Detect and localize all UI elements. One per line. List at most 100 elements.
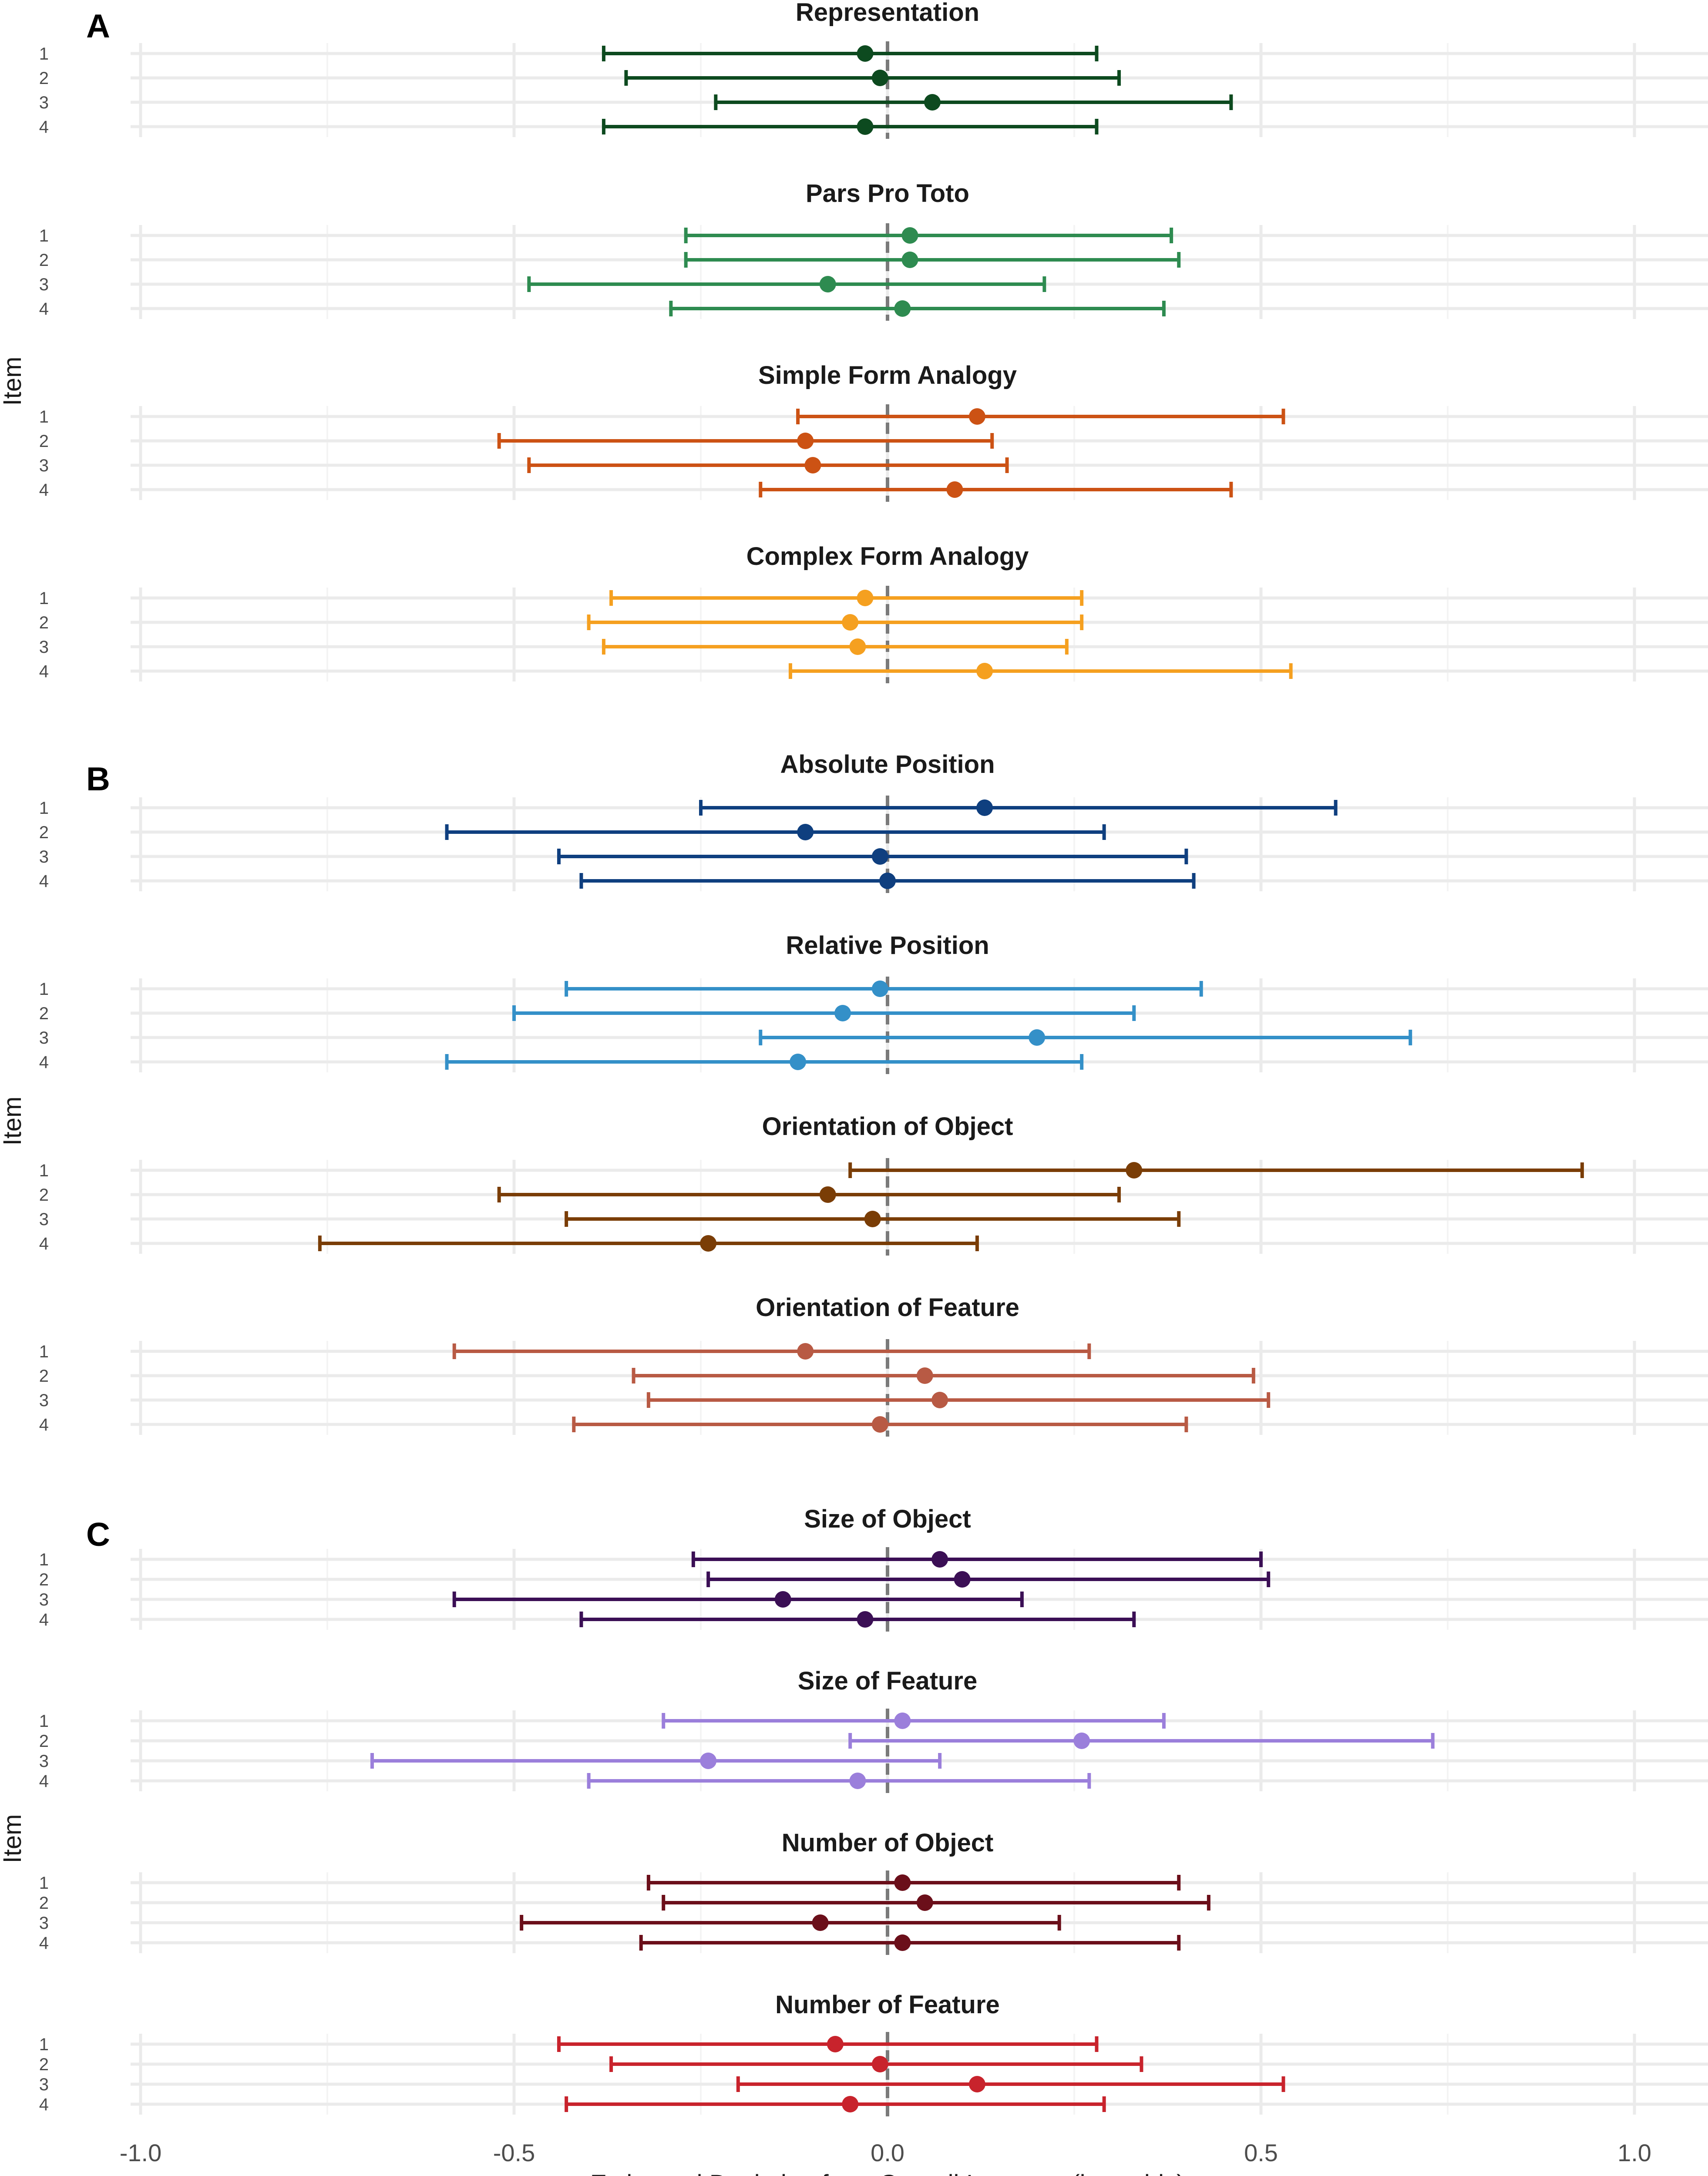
estimate-point [827, 2036, 844, 2052]
item-tick-label: 2 [39, 69, 49, 88]
item-tick-label: 3 [39, 1028, 49, 1048]
estimate-point [857, 1611, 874, 1628]
panel-title-size-of-feature: Size of Feature [798, 1667, 978, 1695]
item-tick-label: 4 [39, 1234, 49, 1253]
estimate-point [901, 227, 918, 244]
item-tick-label: 2 [39, 1367, 49, 1386]
y-axis-label: Item [0, 1814, 27, 1864]
estimate-point [871, 2056, 888, 2072]
item-tick-label: 4 [39, 1415, 49, 1434]
item-tick-label: 4 [39, 1053, 49, 1072]
estimate-point [797, 1343, 814, 1360]
estimate-point [864, 1211, 881, 1227]
estimate-point [834, 1005, 851, 1021]
estimate-point [916, 1894, 933, 1911]
estimate-point [700, 1235, 717, 1252]
panel-title-orientation-of-object: Orientation of Object [762, 1112, 1013, 1141]
estimate-point [968, 408, 985, 425]
estimate-point [916, 1367, 933, 1384]
section-letter-a: A [86, 8, 110, 45]
item-tick-label: 3 [39, 1752, 49, 1771]
estimate-point [871, 70, 888, 86]
item-tick-label: 1 [39, 1342, 49, 1361]
x-axis-label: Estimated Deviation from Overall Interce… [590, 2170, 1185, 2176]
estimate-point [819, 276, 836, 292]
panel-title-simple-form-analogy: Simple Form Analogy [758, 361, 1017, 390]
item-tick-label: 2 [39, 823, 49, 842]
panel-title-number-of-feature: Number of Feature [775, 1991, 1000, 2019]
estimate-point [790, 1054, 807, 1070]
item-tick-label: 4 [39, 662, 49, 681]
estimate-point [774, 1591, 791, 1608]
estimate-point [931, 1551, 948, 1568]
item-tick-label: 2 [39, 1004, 49, 1023]
item-tick-label: 4 [39, 1934, 49, 1953]
estimate-point [894, 1934, 911, 1951]
item-tick-label: 1 [39, 1874, 49, 1893]
item-tick-label: 1 [39, 1161, 49, 1180]
item-tick-label: 3 [39, 847, 49, 866]
estimate-point [849, 638, 866, 655]
panel-title-orientation-of-feature: Orientation of Feature [756, 1293, 1019, 1322]
item-tick-label: 3 [39, 638, 49, 657]
panel-title-pars-pro-toto: Pars Pro Toto [806, 179, 969, 208]
estimate-point [871, 848, 888, 865]
marks-layer [318, 41, 1584, 2116]
estimate-point [812, 1914, 829, 1931]
estimate-point [968, 2076, 985, 2092]
item-tick-label: 1 [39, 407, 49, 426]
item-tick-label: 1 [39, 1712, 49, 1731]
item-tick-label: 2 [39, 1185, 49, 1205]
estimate-point [842, 2096, 859, 2112]
y-axis-label: Item [0, 357, 27, 406]
estimate-point [857, 118, 874, 135]
item-tick-label: 4 [39, 1772, 49, 1791]
estimate-point [797, 824, 814, 840]
estimate-point [849, 1773, 866, 1789]
x-tick-label: 0.5 [1244, 2139, 1278, 2166]
item-tick-label: 4 [39, 2095, 49, 2114]
estimate-point [1073, 1733, 1090, 1749]
item-tick-label: 2 [39, 1732, 49, 1751]
panel-title-size-of-object: Size of Object [804, 1505, 971, 1533]
estimate-point [797, 433, 814, 449]
estimate-point [954, 1571, 971, 1588]
item-tick-label: 4 [39, 299, 49, 319]
item-tick-label: 2 [39, 432, 49, 451]
item-tick-label: 1 [39, 589, 49, 608]
item-tick-label: 2 [39, 1894, 49, 1913]
item-tick-label: 2 [39, 613, 49, 632]
item-tick-label: 2 [39, 1570, 49, 1589]
estimate-point [901, 252, 918, 268]
estimate-point [879, 873, 896, 889]
estimate-point [819, 1186, 836, 1203]
estimate-point [931, 1392, 948, 1408]
item-tick-label: 4 [39, 480, 49, 500]
item-tick-label: 3 [39, 1391, 49, 1410]
estimate-point [976, 799, 993, 816]
x-tick-label: 0.0 [871, 2139, 904, 2166]
item-tick-label: 3 [39, 275, 49, 294]
estimate-point [1029, 1029, 1046, 1046]
item-tick-label: 2 [39, 2055, 49, 2074]
item-tick-label: 3 [39, 1914, 49, 1933]
panel-title-absolute-position: Absolute Position [780, 750, 995, 779]
item-tick-label: 3 [39, 93, 49, 112]
item-tick-label: 1 [39, 799, 49, 818]
estimate-point [871, 981, 888, 997]
x-tick-label: -0.5 [493, 2139, 535, 2166]
estimate-point [894, 1713, 911, 1729]
item-tick-label: 1 [39, 44, 49, 64]
estimate-point [700, 1753, 717, 1769]
estimate-point [804, 457, 821, 473]
estimate-point [894, 1874, 911, 1891]
estimate-point [842, 614, 859, 631]
y-axis-label: Item [0, 1097, 27, 1146]
estimate-point [894, 300, 911, 317]
grid-layer [131, 43, 1708, 2115]
section-letter-b: B [86, 761, 110, 798]
panel-title-number-of-object: Number of Object [782, 1829, 994, 1857]
panel-title-relative-position: Relative Position [786, 931, 989, 960]
x-tick-label: 1.0 [1617, 2139, 1651, 2166]
